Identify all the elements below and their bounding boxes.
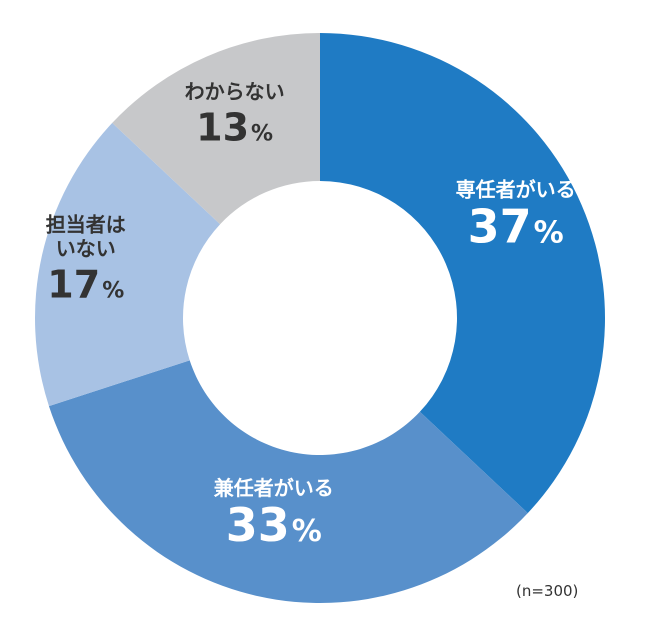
- sample-size-note: (n=300): [516, 582, 579, 600]
- slice-value-label: 33%: [226, 498, 322, 552]
- donut-slice-1: [320, 33, 605, 514]
- slice-category-label: 専任者がいる: [456, 178, 576, 202]
- slice-category-label: 兼任者がいる: [214, 476, 334, 500]
- slice-category-label: 担当者は: [46, 213, 126, 237]
- slice-value-label: 17%: [47, 263, 124, 307]
- slice-category-label: わからない: [185, 80, 285, 104]
- slice-category-label: いない: [56, 237, 116, 261]
- donut-slice-3: [35, 122, 221, 407]
- slice-value-label: 13%: [196, 106, 273, 150]
- slice-value-label: 37%: [468, 200, 564, 254]
- donut-slice-2: [48, 360, 528, 603]
- donut-slice-4: [112, 33, 320, 225]
